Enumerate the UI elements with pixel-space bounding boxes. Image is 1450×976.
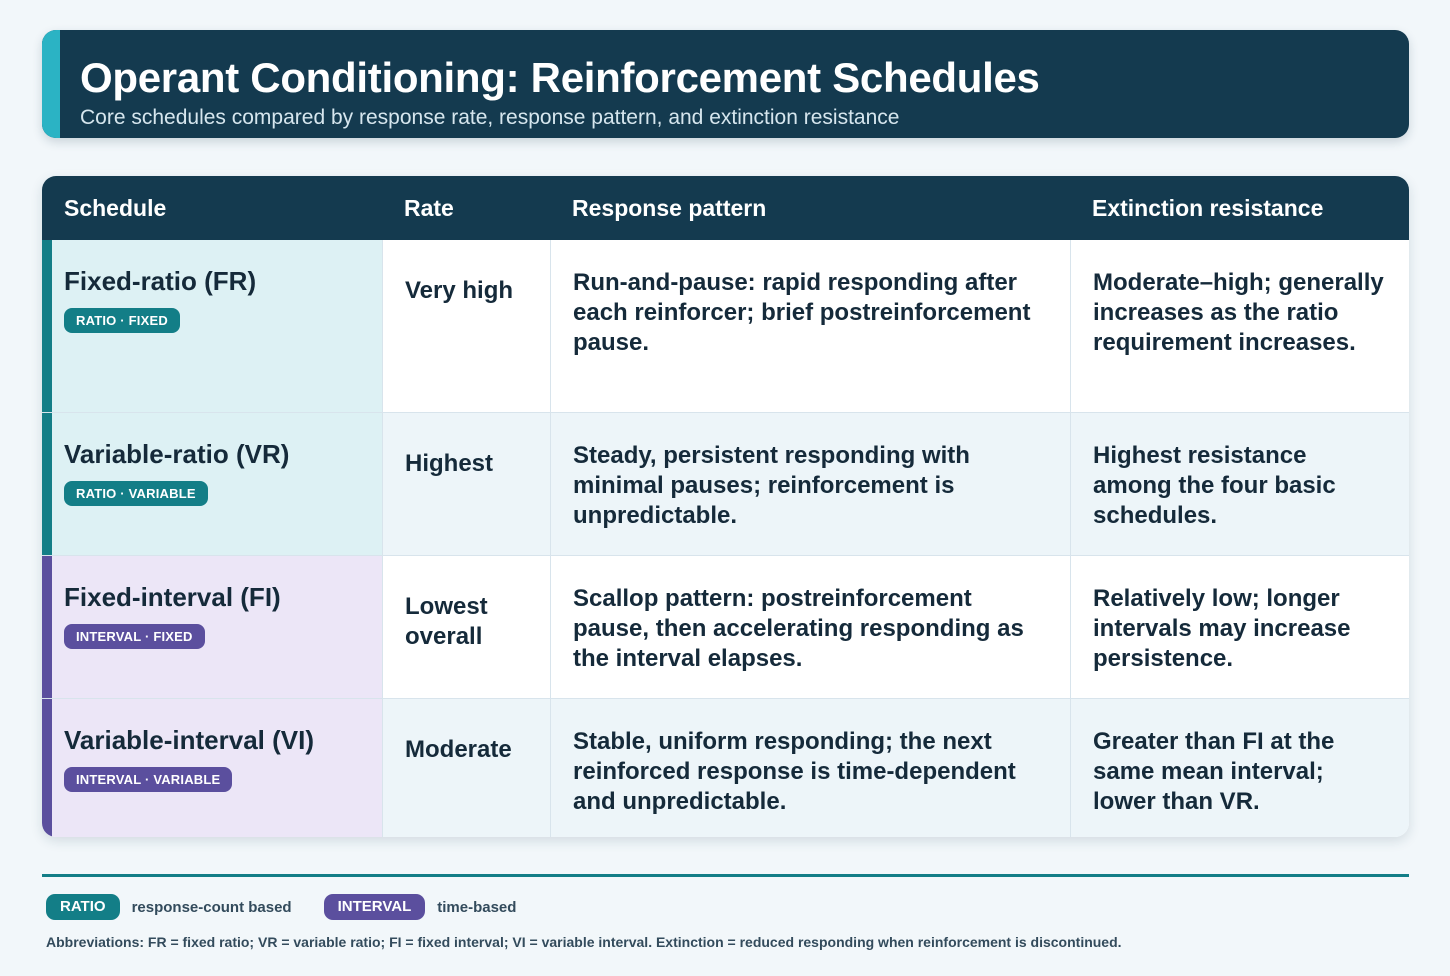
table-header-row: Schedule Rate Response pattern Extinctio… bbox=[42, 176, 1409, 240]
schedule-name: Variable-interval (VI) bbox=[64, 725, 314, 755]
legend: RATIO response-count based INTERVAL time… bbox=[46, 894, 548, 920]
schedule-tag: INTERVAL · FIXED bbox=[64, 624, 205, 649]
schedule-tag: INTERVAL · VARIABLE bbox=[64, 767, 233, 792]
rate-cell: Highest bbox=[382, 413, 550, 555]
schedule-name: Fixed-ratio (FR) bbox=[64, 266, 257, 296]
legend-interval-description: time-based bbox=[437, 898, 517, 916]
schedule-tag: RATIO · VARIABLE bbox=[64, 481, 208, 506]
table-row: Fixed-interval (FI) INTERVAL · FIXED Low… bbox=[42, 555, 1409, 698]
legend-ratio-description: response-count based bbox=[131, 898, 292, 916]
page-subtitle: Core schedules compared by response rate… bbox=[80, 106, 900, 129]
page-title: Operant Conditioning: Reinforcement Sche… bbox=[80, 54, 1040, 101]
extinction-resistance-cell: Highest resistance among the four basic … bbox=[1070, 413, 1409, 555]
response-pattern-cell: Scallop pattern: postreinforcement pause… bbox=[550, 556, 1070, 698]
schedule-cell: Fixed-interval (FI) INTERVAL · FIXED bbox=[42, 556, 382, 698]
legend-ratio-pill: RATIO bbox=[46, 894, 120, 920]
table-body: Fixed-ratio (FR) RATIO · FIXED Very high… bbox=[42, 240, 1409, 837]
column-header-response-pattern: Response pattern bbox=[572, 194, 767, 221]
table-row: Variable-interval (VI) INTERVAL · VARIAB… bbox=[42, 698, 1409, 837]
rate-cell: Very high bbox=[382, 240, 550, 412]
legend-interval-pill: INTERVAL bbox=[323, 894, 426, 920]
extinction-resistance-cell: Relatively low; longer intervals may inc… bbox=[1070, 556, 1409, 698]
response-pattern-cell: Run-and-pause: rapid responding after ea… bbox=[550, 240, 1070, 412]
table-row: Variable-ratio (VR) RATIO · VARIABLE Hig… bbox=[42, 412, 1409, 555]
table-row: Fixed-ratio (FR) RATIO · FIXED Very high… bbox=[42, 240, 1409, 412]
column-header-schedule: Schedule bbox=[64, 194, 167, 221]
schedule-cell: Variable-interval (VI) INTERVAL · VARIAB… bbox=[42, 699, 382, 837]
rate-cell: Lowest overall bbox=[382, 556, 550, 698]
abbreviations-footnote: Abbreviations: FR = fixed ratio; VR = va… bbox=[46, 934, 1122, 950]
schedules-table: Schedule Rate Response pattern Extinctio… bbox=[42, 176, 1409, 837]
schedule-cell: Variable-ratio (VR) RATIO · VARIABLE bbox=[42, 413, 382, 555]
title-banner: Operant Conditioning: Reinforcement Sche… bbox=[42, 30, 1409, 138]
schedule-name: Variable-ratio (VR) bbox=[64, 439, 290, 469]
legend-divider bbox=[42, 874, 1409, 877]
extinction-resistance-cell: Greater than FI at the same mean interva… bbox=[1070, 699, 1409, 837]
schedule-name: Fixed-interval (FI) bbox=[64, 582, 281, 612]
response-pattern-cell: Stable, uniform responding; the next rei… bbox=[550, 699, 1070, 837]
schedule-tag: RATIO · FIXED bbox=[64, 308, 180, 333]
extinction-resistance-cell: Moderate–high; generally increases as th… bbox=[1070, 240, 1409, 412]
rate-cell: Moderate bbox=[382, 699, 550, 837]
column-header-rate: Rate bbox=[404, 194, 454, 221]
banner-accent-bar bbox=[42, 30, 60, 138]
response-pattern-cell: Steady, persistent responding with minim… bbox=[550, 413, 1070, 555]
schedule-cell: Fixed-ratio (FR) RATIO · FIXED bbox=[42, 240, 382, 412]
column-header-extinction-resistance: Extinction resistance bbox=[1092, 194, 1324, 221]
